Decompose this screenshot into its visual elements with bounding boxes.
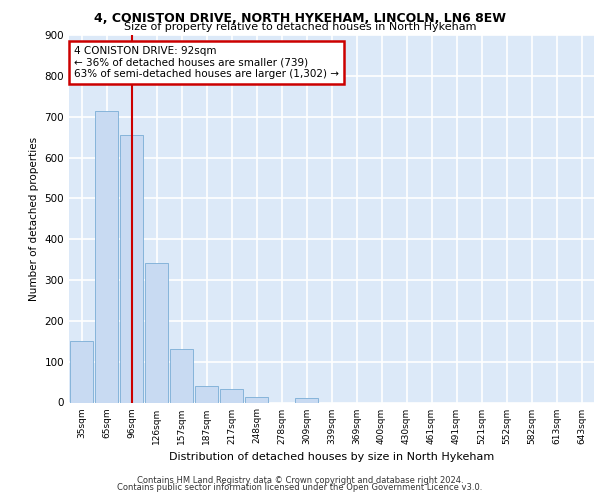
Text: 4 CONISTON DRIVE: 92sqm
← 36% of detached houses are smaller (739)
63% of semi-d: 4 CONISTON DRIVE: 92sqm ← 36% of detache… [74,46,339,79]
Bar [194,386,218,402]
X-axis label: Distribution of detached houses by size in North Hykeham: Distribution of detached houses by size … [169,452,494,462]
Bar [145,263,169,402]
Bar [119,135,143,402]
Bar [70,341,94,402]
Text: 4, CONISTON DRIVE, NORTH HYKEHAM, LINCOLN, LN6 8EW: 4, CONISTON DRIVE, NORTH HYKEHAM, LINCOL… [94,12,506,26]
Text: Size of property relative to detached houses in North Hykeham: Size of property relative to detached ho… [124,22,476,32]
Bar [170,350,193,403]
Bar [220,389,244,402]
Bar [95,110,118,403]
Text: Contains HM Land Registry data © Crown copyright and database right 2024.: Contains HM Land Registry data © Crown c… [137,476,463,485]
Y-axis label: Number of detached properties: Number of detached properties [29,136,39,301]
Bar [245,397,268,402]
Bar [295,398,319,402]
Text: Contains public sector information licensed under the Open Government Licence v3: Contains public sector information licen… [118,484,482,492]
